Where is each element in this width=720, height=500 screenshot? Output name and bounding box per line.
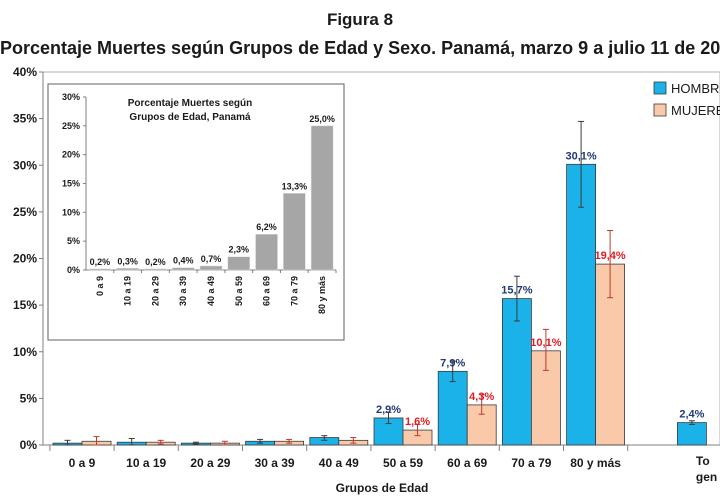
inset-data-label: 0,2%	[90, 257, 111, 267]
inset-bar	[199, 265, 223, 271]
bar-hombres	[677, 422, 707, 446]
x-tick-label: 60 a 69	[447, 456, 487, 470]
y-tick-label: 30%	[13, 158, 37, 172]
legend-swatch	[653, 103, 667, 117]
x-tick-label: 30 a 39	[255, 456, 295, 470]
inset-data-label: 25,0%	[309, 114, 335, 124]
y-tick-label: 25%	[13, 205, 37, 219]
inset-y-tick-label: 10%	[62, 207, 80, 217]
x-tick-label: 20 a 29	[190, 456, 230, 470]
y-tick-label: 15%	[13, 298, 37, 312]
data-label: 10,1%	[530, 337, 561, 349]
inset-x-tick-label: 60 a 69	[262, 276, 272, 306]
inset-x-tick-label: 10 a 19	[123, 276, 133, 306]
chart-title: Porcentaje Muertes según Grupos de Edad …	[0, 38, 720, 58]
inset-bar	[227, 256, 251, 271]
inset-y-tick-label: 15%	[62, 179, 80, 189]
inset-data-label: 0,4%	[173, 256, 194, 266]
data-label: 19,4%	[594, 250, 625, 262]
legend-label: MUJERE	[671, 103, 720, 118]
inset-x-tick-label: 30 a 39	[178, 276, 188, 306]
x-tick-label: 80 y más	[570, 456, 621, 470]
inset-bar	[171, 267, 195, 271]
inset-bar	[283, 193, 306, 271]
inset-data-label: 13,3%	[282, 181, 308, 191]
inset-y-tick-label: 30%	[62, 92, 80, 102]
inset-bar	[116, 268, 139, 271]
data-label: 2,9%	[376, 404, 401, 416]
y-tick-label: 40%	[13, 65, 37, 79]
data-label: 7,9%	[440, 357, 465, 369]
inset-data-label: 0,7%	[201, 254, 222, 264]
inset-bar	[255, 233, 278, 271]
y-tick-label: 5%	[20, 391, 38, 405]
data-label: 15,7%	[501, 285, 532, 297]
x-tick-label: 50 a 59	[383, 456, 423, 470]
legend-swatch	[653, 81, 667, 95]
inset-y-tick-label: 5%	[67, 236, 80, 246]
inset-x-tick-label: 50 a 59	[234, 276, 244, 306]
x-tick-label: To	[696, 454, 710, 468]
inset-y-tick-label: 20%	[62, 150, 80, 160]
inset-bar	[144, 268, 167, 271]
inset-x-tick-label: 40 a 49	[206, 276, 216, 306]
data-label: 4,3%	[469, 391, 494, 403]
y-tick-label: 35%	[13, 112, 37, 126]
inset-x-tick-label: 80 y más	[317, 276, 327, 314]
y-tick-label: 20%	[13, 252, 37, 266]
figure-label: Figura 8	[326, 10, 394, 29]
inset-x-tick-label: 70 a 79	[289, 276, 299, 306]
inset-title: Porcentaje Muertes según	[128, 98, 252, 109]
inset-data-label: 6,2%	[256, 222, 277, 232]
x-tick-label: 10 a 19	[126, 456, 166, 470]
x-tick-label: 70 a 79	[511, 456, 551, 470]
x-tick-label: 40 a 49	[319, 456, 359, 470]
inset-bar	[310, 125, 334, 271]
inset-x-tick-label: 20 a 29	[150, 276, 160, 306]
y-tick-label: 0%	[20, 438, 38, 452]
x-tick-label: 0 a 9	[69, 456, 96, 470]
inset-y-tick-label: 0%	[67, 265, 80, 275]
inset-data-label: 0,2%	[145, 257, 166, 267]
inset-y-tick-label: 25%	[62, 121, 80, 131]
data-label: 1,6%	[405, 416, 430, 428]
data-label: 2,4%	[679, 409, 704, 421]
inset-data-label: 0,3%	[117, 256, 138, 266]
inset-bar	[88, 268, 112, 271]
bar-hombres	[501, 298, 532, 446]
bar-hombres	[437, 370, 468, 446]
y-tick-label: 10%	[13, 345, 37, 359]
x-axis-title: Grupos de Edad	[336, 481, 429, 495]
x-tick-label: gen	[696, 470, 717, 484]
legend-label: HOMBR	[671, 81, 719, 96]
inset-title: Grupos de Edad, Panamá	[129, 112, 251, 123]
data-label: 30,1%	[565, 150, 596, 162]
inset-data-label: 2,3%	[229, 245, 250, 255]
inset-x-tick-label: 0 a 9	[95, 276, 105, 296]
